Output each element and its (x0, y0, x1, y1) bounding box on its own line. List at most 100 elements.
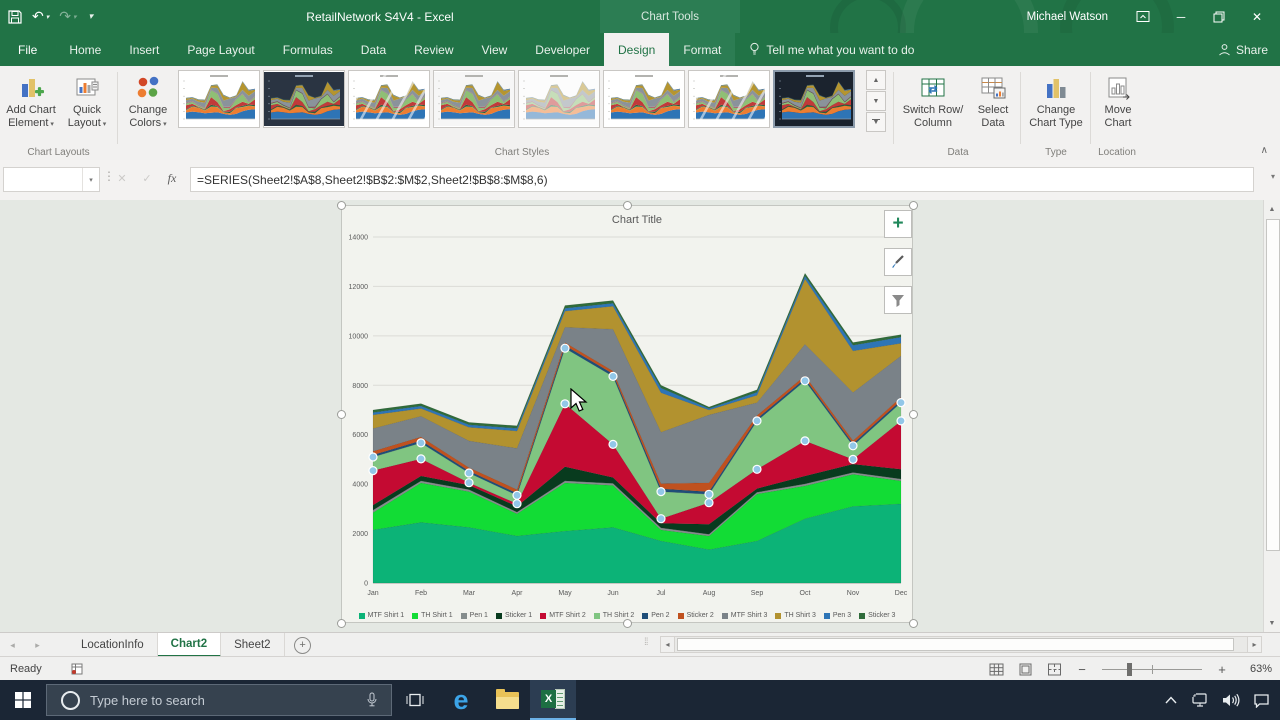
data-point-handle[interactable] (656, 514, 666, 524)
chart-style-thumb-1[interactable] (178, 70, 260, 128)
file-explorer-button[interactable] (484, 680, 530, 720)
tab-format[interactable]: Format (669, 33, 736, 66)
chart-style-thumb-5[interactable] (518, 70, 600, 128)
sheet-nav-right-button[interactable]: ▸ (35, 639, 40, 650)
chart-styles-button[interactable] (884, 248, 912, 276)
data-point-handle[interactable] (608, 371, 618, 381)
data-point-handle[interactable] (368, 466, 378, 476)
page-layout-view-button[interactable] (1018, 663, 1033, 676)
selected-series-markers[interactable] (368, 343, 906, 524)
legend-item-th-shirt-1[interactable]: TH Shirt 1 (412, 612, 453, 619)
data-point-handle[interactable] (464, 478, 474, 488)
insert-function-button[interactable]: fx (167, 171, 177, 185)
chart-selection-handle[interactable] (337, 619, 346, 628)
tab-developer[interactable]: Developer (535, 42, 590, 57)
chart-selection-handle[interactable] (909, 201, 918, 210)
data-point-handle[interactable] (800, 376, 810, 386)
edge-browser-button[interactable]: e (438, 680, 484, 720)
zoom-in-button[interactable]: + (1218, 661, 1226, 677)
sheet-nav-left-button[interactable]: ◂ (10, 639, 15, 650)
data-point-handle[interactable] (800, 436, 810, 446)
vertical-scrollbar[interactable]: ▲ ▼ (1263, 200, 1280, 632)
data-point-handle[interactable] (560, 343, 570, 353)
data-point-handle[interactable] (512, 490, 522, 500)
vertical-scroll-thumb[interactable] (1266, 219, 1280, 551)
data-point-handle[interactable] (416, 454, 426, 464)
legend-item-mtf-shirt-3[interactable]: MTF Shirt 3 (721, 612, 767, 619)
tab-scrollbar-splitter[interactable]: ⁞⁞ (644, 637, 648, 648)
task-view-button[interactable] (392, 680, 438, 720)
tab-file[interactable]: File (18, 42, 38, 57)
data-point-handle[interactable] (704, 489, 714, 499)
user-name[interactable]: Michael Watson (1026, 10, 1108, 23)
collapse-ribbon-button[interactable]: ∧ (1260, 145, 1268, 156)
hscroll-left-button[interactable]: ◂ (660, 636, 675, 653)
chart-selection-handle[interactable] (623, 619, 632, 628)
change-colors-button[interactable]: Change Colors ▾ (120, 69, 176, 145)
normal-view-button[interactable] (989, 663, 1004, 676)
gallery-more-button[interactable]: ▼ (866, 112, 886, 132)
enter-button[interactable]: ✓ (142, 173, 152, 185)
zoom-level[interactable]: 63% (1249, 663, 1272, 675)
tab-insert[interactable]: Insert (129, 42, 160, 57)
legend-item-sticker-1[interactable]: Sticker 1 (495, 612, 532, 619)
tab-data[interactable]: Data (360, 42, 387, 57)
data-point-handle[interactable] (896, 398, 906, 408)
sheet-tab-locationinfo[interactable]: LocationInfo (68, 633, 158, 657)
data-point-handle[interactable] (464, 468, 474, 478)
page-break-view-button[interactable] (1047, 663, 1062, 676)
quick-layout-button[interactable]: Quick Layout ▾ (60, 69, 114, 145)
area-series-sticker-3[interactable] (372, 272, 902, 429)
action-center-icon[interactable] (1253, 693, 1270, 708)
undo-button[interactable]: ↶ ▾ (32, 8, 49, 25)
select-data-button[interactable]: Select Data (968, 69, 1018, 145)
tab-page-layout[interactable]: Page Layout (187, 42, 255, 57)
chart-selection-handle[interactable] (337, 410, 346, 419)
zoom-slider[interactable] (1102, 662, 1202, 676)
start-button[interactable] (0, 680, 46, 720)
redo-button[interactable]: ↷ ▾ (59, 8, 76, 25)
customize-quick-access-button[interactable]: ▾ (87, 11, 94, 22)
data-point-handle[interactable] (416, 438, 426, 448)
data-point-handle[interactable] (896, 416, 906, 426)
legend-item-pen-3[interactable]: Pen 3 (823, 612, 851, 619)
sheet-tab-chart2[interactable]: Chart2 (157, 633, 222, 657)
share-button[interactable]: Share (1218, 33, 1268, 66)
taskbar-search[interactable]: Type here to search (46, 684, 392, 716)
minimize-button[interactable]: ─ (1176, 9, 1186, 24)
chart-style-thumb-8[interactable] (773, 70, 855, 128)
data-point-handle[interactable] (656, 487, 666, 497)
horizontal-scrollbar[interactable]: ◂ ▸ (660, 636, 1262, 653)
worksheet-area[interactable]: 0 2000 4000 6000 8000 10000 12000 14000 Chart Ti… (0, 200, 1280, 632)
data-point-handle[interactable] (512, 499, 522, 509)
volume-icon[interactable] (1222, 693, 1240, 708)
data-point-handle[interactable] (752, 464, 762, 474)
formula-input[interactable]: =SERIES(Sheet2!$A$8,Sheet2!$B$2:$M$2,She… (190, 167, 1254, 192)
new-sheet-button[interactable]: + (285, 633, 321, 657)
data-point-handle[interactable] (848, 454, 858, 464)
data-point-handle[interactable] (368, 452, 378, 462)
switch-row-column-button[interactable]: ⇄ Switch Row/ Column (898, 69, 968, 145)
stacked-area-chart[interactable]: 0 2000 4000 6000 8000 10000 12000 14000 Chart Ti… (342, 206, 912, 622)
legend-item-sticker-3[interactable]: Sticker 3 (859, 612, 895, 619)
tab-view[interactable]: View (481, 42, 508, 57)
cancel-button[interactable]: ✕ (117, 173, 127, 185)
zoom-slider-thumb[interactable] (1127, 662, 1132, 676)
name-box[interactable]: ▾ (3, 167, 100, 192)
data-point-handle[interactable] (848, 441, 858, 451)
chart-selection-handle[interactable] (909, 619, 918, 628)
change-chart-type-button[interactable]: Change Chart Type (1024, 69, 1088, 145)
gallery-scroll-down-button[interactable]: ▼ (866, 91, 886, 111)
chart-selection-handle[interactable] (623, 201, 632, 210)
tray-chevron-up-icon[interactable] (1164, 695, 1178, 705)
chart-selection-handle[interactable] (909, 410, 918, 419)
legend-item-sticker-2[interactable]: Sticker 2 (677, 612, 714, 619)
restore-button[interactable] (1202, 0, 1236, 33)
chart-object[interactable]: 0 2000 4000 6000 8000 10000 12000 14000 Chart Ti… (341, 205, 913, 623)
close-button[interactable]: ✕ (1251, 9, 1263, 24)
tab-review[interactable]: Review (414, 42, 454, 57)
ribbon-display-options-button[interactable] (1126, 0, 1160, 33)
tab-home[interactable]: Home (69, 42, 102, 57)
microphone-icon[interactable] (365, 692, 379, 708)
data-point-handle[interactable] (560, 399, 570, 409)
